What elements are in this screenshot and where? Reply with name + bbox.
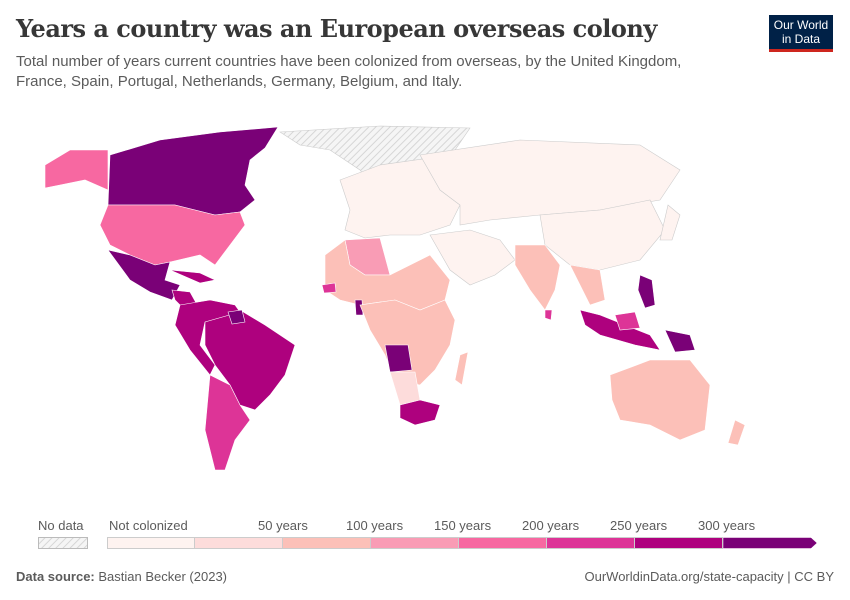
country-usa[interactable] <box>99 204 246 266</box>
legend-bin-label: 250 years <box>610 518 668 533</box>
country-guianas[interactable] <box>227 309 246 325</box>
country-senegal[interactable] <box>321 282 337 294</box>
legend-bin <box>107 537 195 549</box>
country-sri-lanka[interactable] <box>544 309 553 321</box>
country-canada[interactable] <box>107 126 279 216</box>
legend-bin-label: 150 years <box>434 518 492 533</box>
source-label: Data source: <box>16 569 95 584</box>
source-value: Bastian Becker (2023) <box>98 569 227 584</box>
legend-bin-label: Not colonized <box>109 518 188 533</box>
country-madagascar[interactable] <box>454 351 469 386</box>
legend-bin <box>195 537 283 549</box>
chart-subtitle: Total number of years current countries … <box>16 53 682 90</box>
country-mexico[interactable] <box>107 249 181 301</box>
legend-bin <box>723 537 818 549</box>
country-alaska[interactable] <box>44 149 109 191</box>
country-new-guinea[interactable] <box>664 329 696 353</box>
world-map[interactable] <box>0 115 850 495</box>
country-japan[interactable] <box>659 204 681 241</box>
data-source: Data source: Bastian Becker (2023) <box>16 569 227 584</box>
country-nw-south-america[interactable] <box>174 299 241 376</box>
legend-bin-label: 50 years <box>258 518 308 533</box>
chart-title: Years a country was an European overseas… <box>16 14 657 43</box>
country-caribbean[interactable] <box>169 269 216 284</box>
legend-bin-label: 100 years <box>346 518 404 533</box>
country-ghana[interactable] <box>354 299 364 316</box>
legend-bin-label: 200 years <box>522 518 580 533</box>
country-south-africa[interactable] <box>399 399 441 426</box>
country-argentina-chile[interactable] <box>204 374 251 471</box>
country-borneo[interactable] <box>614 311 641 331</box>
country-south-asia[interactable] <box>514 244 561 311</box>
country-europe[interactable] <box>339 157 461 239</box>
country-australia[interactable] <box>609 359 711 441</box>
country-se-asia[interactable] <box>569 264 606 306</box>
legend-no-data-swatch <box>38 537 88 549</box>
legend-bin <box>459 537 547 549</box>
legend-bin-label: 300 years <box>698 518 756 533</box>
legend-bin <box>635 537 723 549</box>
country-central-east-africa[interactable] <box>359 299 456 386</box>
legend-bin <box>371 537 459 549</box>
country-sahel-west-africa[interactable] <box>324 239 451 311</box>
legend-bin <box>283 537 371 549</box>
map-legend: No data Not colonized 50 years 100 years 15… <box>0 510 850 555</box>
legend-bin <box>547 537 635 549</box>
country-philippines[interactable] <box>637 274 656 309</box>
footer-url[interactable]: OurWorldinData.org/state-capacity | CC B… <box>584 569 834 584</box>
country-china-east-asia[interactable] <box>539 199 666 271</box>
legend-no-data-label: No data <box>38 518 84 533</box>
country-middle-east[interactable] <box>429 229 516 286</box>
owid-logo[interactable]: Our World in Data <box>769 15 833 52</box>
country-brazil[interactable] <box>204 309 296 411</box>
country-namibia-botswana[interactable] <box>389 371 421 406</box>
country-new-zealand[interactable] <box>727 419 746 446</box>
country-angola[interactable] <box>384 344 413 373</box>
